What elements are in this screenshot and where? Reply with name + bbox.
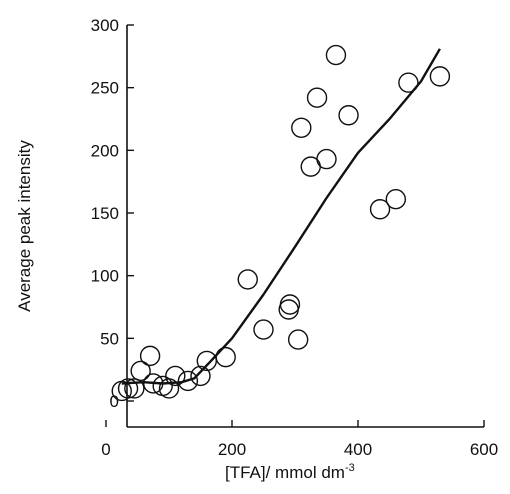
data-point [306,87,328,108]
y-tick-label: 100 [91,267,119,286]
y-tick-label: 200 [91,141,119,160]
data-point [316,148,337,170]
x-tick-label: 200 [218,440,246,459]
data-points-layer [111,44,451,402]
data-point [369,199,391,220]
x-tick-label: 0 [101,440,110,459]
data-point [287,329,309,350]
data-point [143,373,164,394]
data-point [429,66,451,87]
data-point [253,319,274,340]
data-point [190,365,211,387]
y-tick-label: 250 [91,79,119,98]
y-axis-ticks: 0 50 100 150 200 250 300 [91,16,134,411]
data-point [165,365,186,387]
data-point [291,117,312,138]
data-point [215,346,236,368]
data-point [385,189,406,210]
y-tick-label: 300 [91,16,119,35]
data-point [139,345,161,367]
data-point [325,44,347,66]
x-tick-label: 600 [470,440,498,459]
data-point [177,370,199,392]
x-tick-label: 400 [344,440,372,459]
fit-line-layer [121,48,441,385]
y-tick-label: 50 [100,329,119,348]
data-point [196,350,218,372]
data-point [124,378,145,399]
data-point [338,105,359,126]
plot-area [126,25,484,428]
data-point [279,294,301,315]
y-tick-label: 150 [91,204,119,223]
y-tick-label: 0 [110,392,119,411]
x-axis-title-superscript: -3 [345,462,355,474]
data-point [130,360,151,382]
data-point [158,378,180,399]
x-axis-title: [TFA]/ mmol dm-3 [225,462,355,482]
fit-line [121,48,441,385]
x-axis-ticks: 0 200 400 600 [101,420,498,459]
data-point [117,378,139,399]
y-axis-title: Average peak intensity [15,140,34,312]
data-point [237,269,258,290]
data-point [398,72,419,93]
x-axis-title-main: [TFA]/ mmol dm [225,463,345,482]
